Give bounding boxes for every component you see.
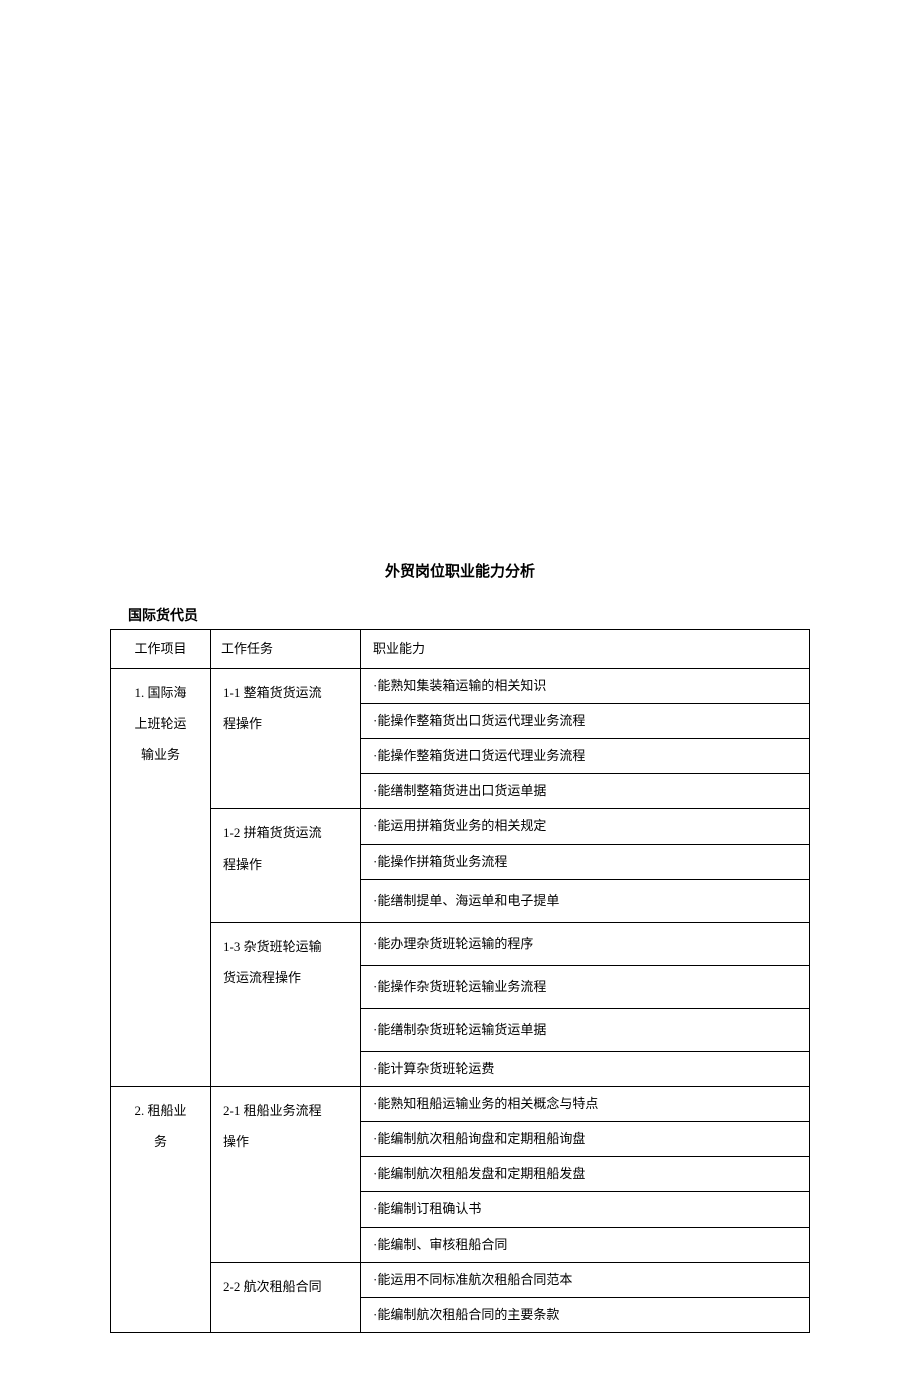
table-row: 2. 租船业 务 2-1 租船业务流程 操作 ·能熟知租船运输业务的相关概念与特… xyxy=(111,1087,810,1122)
ability-cell: ·能熟知租船运输业务的相关概念与特点 xyxy=(361,1087,810,1122)
project-text: 上班轮运 xyxy=(134,716,186,731)
task-text: 货运流程操作 xyxy=(223,970,301,985)
project-text: 输业务 xyxy=(141,747,180,762)
ability-cell: ·能操作整箱货进口货运代理业务流程 xyxy=(361,739,810,774)
ability-cell: ·能熟知集装箱运输的相关知识 xyxy=(361,669,810,704)
ability-cell: ·能编制航次租船发盘和定期租船发盘 xyxy=(361,1157,810,1192)
task-cell-12: 1-2 拼箱货货运流 程操作 xyxy=(211,809,361,922)
capability-table: 工作项目 工作任务 职业能力 1. 国际海 上班轮运 输业务 1-1 整箱货货运… xyxy=(110,629,810,1333)
task-text: 2-2 航次租船合同 xyxy=(223,1279,322,1294)
header-ability: 职业能力 xyxy=(361,630,810,669)
task-text: 1-1 整箱货货运流 xyxy=(223,685,322,700)
project-text: 务 xyxy=(154,1134,167,1149)
ability-cell: ·能缮制杂货班轮运输货运单据 xyxy=(361,1008,810,1051)
ability-cell: ·能编制航次租船询盘和定期租船询盘 xyxy=(361,1122,810,1157)
ability-cell: ·能编制订租确认书 xyxy=(361,1192,810,1227)
ability-cell: ·能计算杂货班轮运费 xyxy=(361,1052,810,1087)
task-cell-21: 2-1 租船业务流程 操作 xyxy=(211,1087,361,1262)
section-subtitle: 国际货代员 xyxy=(110,605,810,625)
ability-cell: ·能操作整箱货出口货运代理业务流程 xyxy=(361,704,810,739)
task-text: 操作 xyxy=(223,1134,249,1149)
ability-cell: ·能缮制整箱货进出口货运单据 xyxy=(361,774,810,809)
task-cell-22: 2-2 航次租船合同 xyxy=(211,1262,361,1332)
task-text: 2-1 租船业务流程 xyxy=(223,1103,322,1118)
ability-cell: ·能运用不同标准航次租船合同范本 xyxy=(361,1262,810,1297)
table-row: 2-2 航次租船合同 ·能运用不同标准航次租船合同范本 xyxy=(111,1262,810,1297)
table-row: 1-2 拼箱货货运流 程操作 ·能运用拼箱货业务的相关规定 xyxy=(111,809,810,844)
project-cell-1: 1. 国际海 上班轮运 输业务 xyxy=(111,669,211,1087)
document-title: 外贸岗位职业能力分析 xyxy=(110,560,810,581)
table-row: 1-3 杂货班轮运输 货运流程操作 ·能办理杂货班轮运输的程序 xyxy=(111,922,810,965)
ability-cell: ·能办理杂货班轮运输的程序 xyxy=(361,922,810,965)
project-text: 2. 租船业 xyxy=(134,1103,186,1118)
task-text: 程操作 xyxy=(223,716,262,731)
task-cell-13: 1-3 杂货班轮运输 货运流程操作 xyxy=(211,922,361,1086)
ability-cell: ·能编制、审核租船合同 xyxy=(361,1227,810,1262)
header-project: 工作项目 xyxy=(111,630,211,669)
ability-cell: ·能操作拼箱货业务流程 xyxy=(361,844,810,879)
header-row: 工作项目 工作任务 职业能力 xyxy=(111,630,810,669)
ability-cell: ·能缮制提单、海运单和电子提单 xyxy=(361,879,810,922)
project-cell-2: 2. 租船业 务 xyxy=(111,1087,211,1333)
task-text: 程操作 xyxy=(223,857,262,872)
ability-cell: ·能编制航次租船合同的主要条款 xyxy=(361,1297,810,1332)
header-task: 工作任务 xyxy=(211,630,361,669)
ability-cell: ·能操作杂货班轮运输业务流程 xyxy=(361,965,810,1008)
task-cell-11: 1-1 整箱货货运流 程操作 xyxy=(211,669,361,809)
ability-cell: ·能运用拼箱货业务的相关规定 xyxy=(361,809,810,844)
task-text: 1-2 拼箱货货运流 xyxy=(223,825,322,840)
project-text: 1. 国际海 xyxy=(134,685,186,700)
task-text: 1-3 杂货班轮运输 xyxy=(223,939,322,954)
table-row: 1. 国际海 上班轮运 输业务 1-1 整箱货货运流 程操作 ·能熟知集装箱运输… xyxy=(111,669,810,704)
